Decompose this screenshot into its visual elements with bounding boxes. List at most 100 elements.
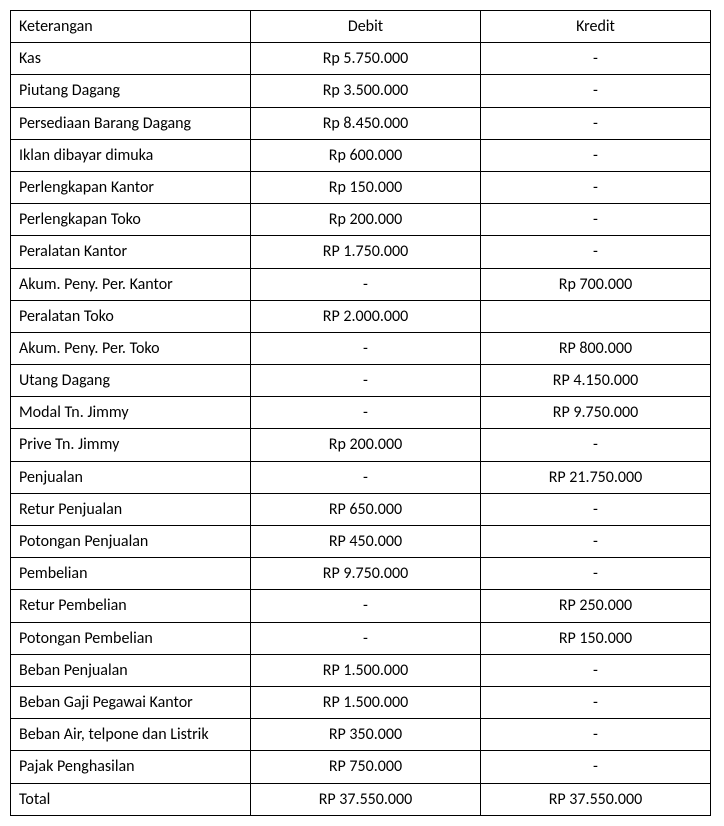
cell-debit: RP 650.000 — [251, 493, 481, 525]
cell-kredit: - — [481, 171, 711, 203]
cell-desc: Peralatan Kantor — [11, 236, 251, 268]
cell-desc: Utang Dagang — [11, 365, 251, 397]
cell-debit: Rp 200.000 — [251, 204, 481, 236]
table-row: Modal Tn. Jimmy - RP 9.750.000 — [11, 397, 711, 429]
cell-kredit: - — [481, 558, 711, 590]
cell-debit: Rp 150.000 — [251, 171, 481, 203]
cell-kredit: - — [481, 493, 711, 525]
table-row: Beban Penjualan RP 1.500.000 - — [11, 654, 711, 686]
cell-desc: Potongan Pembelian — [11, 622, 251, 654]
cell-debit: RP 2.000.000 — [251, 300, 481, 332]
table-row: Iklan dibayar dimuka Rp 600.000 - — [11, 139, 711, 171]
cell-kredit: - — [481, 236, 711, 268]
cell-desc: Potongan Penjualan — [11, 526, 251, 558]
cell-debit: - — [251, 268, 481, 300]
cell-kredit: - — [481, 429, 711, 461]
cell-desc: Akum. Peny. Per. Toko — [11, 332, 251, 364]
cell-kredit: RP 21.750.000 — [481, 461, 711, 493]
cell-desc: Beban Air, telpone dan Listrik — [11, 719, 251, 751]
table-row: Utang Dagang - RP 4.150.000 — [11, 365, 711, 397]
table-row: Penjualan - RP 21.750.000 — [11, 461, 711, 493]
cell-kredit: RP 250.000 — [481, 590, 711, 622]
table-row: Pembelian RP 9.750.000 - — [11, 558, 711, 590]
cell-debit: - — [251, 622, 481, 654]
cell-debit: RP 1.500.000 — [251, 654, 481, 686]
table-row: Total RP 37.550.000 RP 37.550.000 — [11, 783, 711, 815]
cell-desc: Piutang Dagang — [11, 75, 251, 107]
cell-kredit: - — [481, 751, 711, 783]
cell-debit: - — [251, 365, 481, 397]
cell-debit: - — [251, 461, 481, 493]
table-row: Perlengkapan Toko Rp 200.000 - — [11, 204, 711, 236]
cell-kredit: - — [481, 75, 711, 107]
cell-desc: Perlengkapan Kantor — [11, 171, 251, 203]
cell-debit: RP 1.750.000 — [251, 236, 481, 268]
table-row: Piutang Dagang Rp 3.500.000 - — [11, 75, 711, 107]
cell-desc: Persediaan Barang Dagang — [11, 107, 251, 139]
cell-desc: Retur Pembelian — [11, 590, 251, 622]
cell-kredit: RP 9.750.000 — [481, 397, 711, 429]
table-row: Beban Gaji Pegawai Kantor RP 1.500.000 - — [11, 686, 711, 718]
table-row: Retur Pembelian - RP 250.000 — [11, 590, 711, 622]
cell-desc: Beban Gaji Pegawai Kantor — [11, 686, 251, 718]
cell-debit: RP 1.500.000 — [251, 686, 481, 718]
cell-kredit: RP 800.000 — [481, 332, 711, 364]
table-row: Prive Tn. Jimmy Rp 200.000 - — [11, 429, 711, 461]
cell-desc: Beban Penjualan — [11, 654, 251, 686]
table-header-row: Keterangan Debit Kredit — [11, 11, 711, 43]
cell-desc: Total — [11, 783, 251, 815]
cell-kredit — [481, 300, 711, 332]
cell-debit: Rp 200.000 — [251, 429, 481, 461]
cell-debit: RP 750.000 — [251, 751, 481, 783]
cell-debit: - — [251, 590, 481, 622]
cell-desc: Pajak Penghasilan — [11, 751, 251, 783]
table-row: Pajak Penghasilan RP 750.000 - — [11, 751, 711, 783]
cell-kredit: - — [481, 139, 711, 171]
cell-desc: Retur Penjualan — [11, 493, 251, 525]
cell-kredit: - — [481, 107, 711, 139]
table-row: Akum. Peny. Per. Toko - RP 800.000 — [11, 332, 711, 364]
cell-kredit: - — [481, 686, 711, 718]
table-row: Persediaan Barang Dagang Rp 8.450.000 - — [11, 107, 711, 139]
cell-desc: Prive Tn. Jimmy — [11, 429, 251, 461]
table-row: Potongan Pembelian - RP 150.000 — [11, 622, 711, 654]
cell-desc: Pembelian — [11, 558, 251, 590]
cell-kredit: RP 37.550.000 — [481, 783, 711, 815]
table-body: Kas Rp 5.750.000 - Piutang Dagang Rp 3.5… — [11, 43, 711, 816]
cell-kredit: - — [481, 43, 711, 75]
table-row: Potongan Penjualan RP 450.000 - — [11, 526, 711, 558]
table-row: Peralatan Kantor RP 1.750.000 - — [11, 236, 711, 268]
cell-debit: Rp 8.450.000 — [251, 107, 481, 139]
cell-debit: - — [251, 397, 481, 429]
cell-debit: - — [251, 332, 481, 364]
cell-kredit: - — [481, 526, 711, 558]
cell-kredit: RP 150.000 — [481, 622, 711, 654]
cell-desc: Penjualan — [11, 461, 251, 493]
cell-debit: Rp 5.750.000 — [251, 43, 481, 75]
col-header-keterangan: Keterangan — [11, 11, 251, 43]
cell-desc: Kas — [11, 43, 251, 75]
col-header-kredit: Kredit — [481, 11, 711, 43]
cell-kredit: RP 4.150.000 — [481, 365, 711, 397]
cell-kredit: - — [481, 654, 711, 686]
table-row: Kas Rp 5.750.000 - — [11, 43, 711, 75]
cell-kredit: - — [481, 204, 711, 236]
cell-debit: RP 450.000 — [251, 526, 481, 558]
cell-desc: Modal Tn. Jimmy — [11, 397, 251, 429]
cell-desc: Perlengkapan Toko — [11, 204, 251, 236]
table-row: Retur Penjualan RP 650.000 - — [11, 493, 711, 525]
table-row: Beban Air, telpone dan Listrik RP 350.00… — [11, 719, 711, 751]
col-header-debit: Debit — [251, 11, 481, 43]
table-row: Perlengkapan Kantor Rp 150.000 - — [11, 171, 711, 203]
cell-desc: Peralatan Toko — [11, 300, 251, 332]
cell-debit: RP 350.000 — [251, 719, 481, 751]
cell-desc: Iklan dibayar dimuka — [11, 139, 251, 171]
cell-debit: Rp 600.000 — [251, 139, 481, 171]
table-row: Peralatan Toko RP 2.000.000 — [11, 300, 711, 332]
cell-debit: RP 9.750.000 — [251, 558, 481, 590]
cell-kredit: - — [481, 719, 711, 751]
ledger-table: Keterangan Debit Kredit Kas Rp 5.750.000… — [10, 10, 711, 816]
cell-debit: RP 37.550.000 — [251, 783, 481, 815]
cell-desc: Akum. Peny. Per. Kantor — [11, 268, 251, 300]
cell-debit: Rp 3.500.000 — [251, 75, 481, 107]
